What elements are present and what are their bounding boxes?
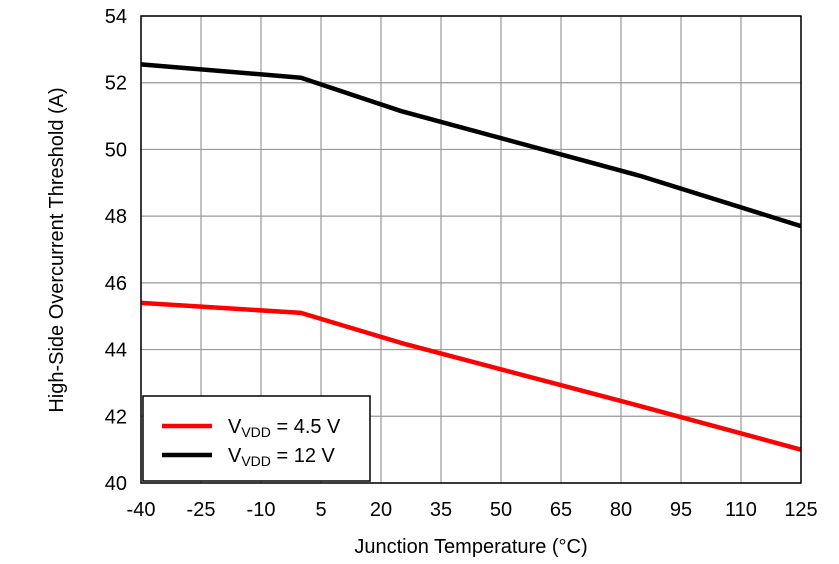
x-tick-label: 80 — [610, 499, 632, 521]
x-tick-label: 65 — [550, 499, 572, 521]
x-tick-label: 125 — [784, 499, 817, 521]
legend-label: VVDD = 4.5 V — [228, 416, 341, 440]
x-tick-label: 5 — [315, 499, 326, 521]
series-layer — [140, 62, 802, 452]
y-tick-label: 46 — [105, 273, 127, 295]
y-tick-labels: 40 42 44 46 48 50 52 54 — [105, 6, 127, 495]
x-tick-label: 110 — [725, 499, 757, 521]
y-tick-label: 42 — [105, 406, 127, 428]
x-tick-labels: -40 -25 -10 5 20 35 50 65 80 95 110 125 — [127, 499, 818, 521]
y-tick-label: 44 — [105, 340, 127, 362]
y-axis-label: High-Side Overcurrent Threshold (A) — [46, 87, 68, 412]
series-line — [140, 300, 802, 452]
x-tick-label: -40 — [127, 499, 156, 521]
plot-frame — [140, 15, 802, 484]
y-tick-label: 50 — [105, 139, 127, 161]
series-line — [140, 62, 802, 229]
y-tick-label: 54 — [105, 6, 127, 28]
y-tick-label: 52 — [105, 73, 127, 95]
x-tick-label: 35 — [430, 499, 452, 521]
legend-label: VVDD = 12 V — [228, 445, 336, 469]
x-tick-label: 95 — [670, 499, 692, 521]
legend-box — [142, 395, 371, 482]
x-tick-label: 20 — [370, 499, 392, 521]
y-tick-label: 40 — [105, 473, 127, 495]
x-tick-label: -25 — [187, 499, 216, 521]
y-tick-label: 48 — [105, 206, 127, 228]
x-axis-label: Junction Temperature (°C) — [354, 536, 587, 558]
legend: VVDD = 4.5 V VVDD = 12 V — [142, 395, 371, 482]
x-tick-label: 50 — [490, 499, 512, 521]
x-tick-label: -10 — [247, 499, 276, 521]
